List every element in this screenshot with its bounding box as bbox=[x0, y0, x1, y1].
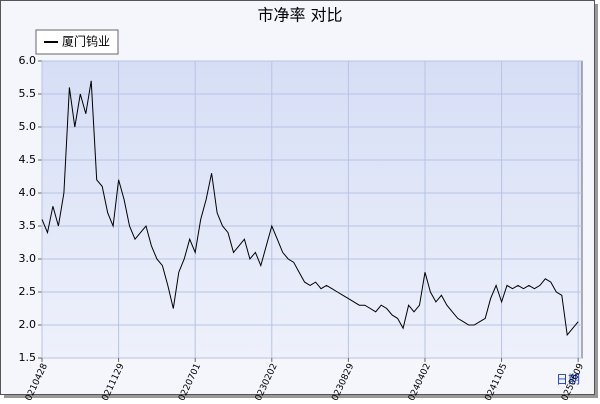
y-tick-label: 2.0 bbox=[19, 318, 37, 331]
y-tick-label: 4.0 bbox=[19, 186, 37, 199]
legend-label: 厦门钨业 bbox=[62, 34, 110, 49]
y-tick-label: 6.0 bbox=[19, 54, 37, 67]
plot-area bbox=[41, 60, 583, 359]
y-tick-label: 3.0 bbox=[19, 252, 37, 265]
x-axis-label: 日期 bbox=[556, 373, 580, 387]
y-tick-label: 5.5 bbox=[19, 87, 37, 100]
chart-title: 市净率 对比 bbox=[257, 6, 342, 25]
y-tick-label: 1.5 bbox=[19, 351, 37, 364]
data-line bbox=[41, 80, 579, 337]
y-tick-label: 2.5 bbox=[19, 285, 37, 298]
y-tick-label: 4.5 bbox=[19, 153, 37, 166]
y-tick-label: 3.5 bbox=[19, 219, 37, 232]
y-tick-label: 5.0 bbox=[19, 120, 37, 133]
